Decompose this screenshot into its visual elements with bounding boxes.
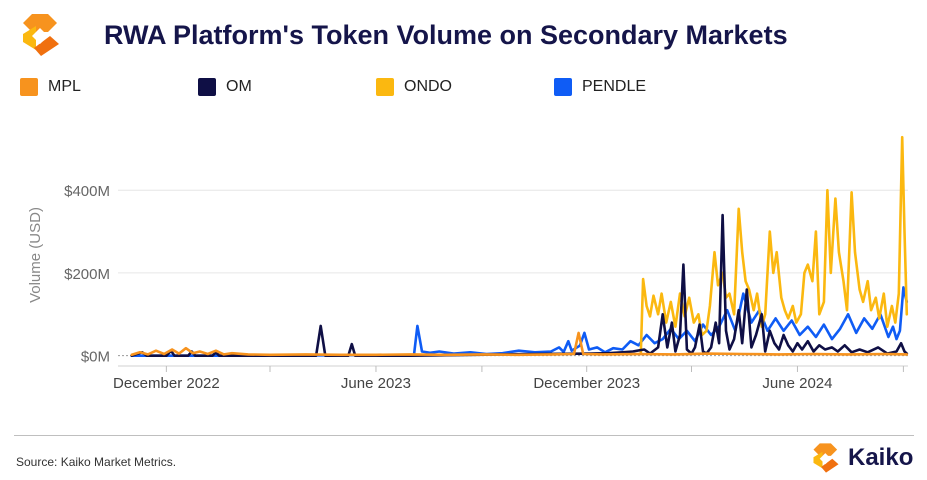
kaiko-logo-icon <box>23 14 59 56</box>
legend-item-mpl: MPL <box>20 76 81 98</box>
axes: $0M $200M $400M December 2022 June 2023 Decem… <box>27 183 908 392</box>
legend-label-mpl: MPL <box>48 78 81 95</box>
chart-title: RWA Platform's Token Volume on Secondary… <box>104 20 788 50</box>
legend-label-om: OM <box>226 78 252 95</box>
series-line-pendle <box>130 286 909 357</box>
legend-swatch-om <box>198 78 216 96</box>
legend-label-ondo: ONDO <box>404 78 452 95</box>
legend-swatch-pendle <box>554 78 572 96</box>
y-axis-title: Volume (USD) <box>27 207 44 303</box>
series-line-om <box>130 213 909 357</box>
y-tick-label: $400M <box>64 183 110 200</box>
legend-swatch-mpl <box>20 78 38 96</box>
legend-label-pendle: PENDLE <box>582 78 647 95</box>
y-tick-label: $200M <box>64 266 110 283</box>
header: RWA Platform's Token Volume on Secondary… <box>14 8 914 60</box>
source-note: Source: Kaiko Market Metrics. <box>16 455 177 469</box>
kaiko-brand-icon <box>813 443 839 473</box>
brand-mark: Kaiko <box>810 442 920 474</box>
x-tick-label: June 2023 <box>341 375 411 392</box>
legend-item-ondo: ONDO <box>376 76 452 98</box>
y-tick-label: $0M <box>81 349 110 366</box>
x-tick-label: December 2022 <box>113 375 220 392</box>
x-tick-label: June 2024 <box>762 375 832 392</box>
series-line-mpl <box>130 331 909 357</box>
legend-swatch-ondo <box>376 78 394 96</box>
gridlines <box>118 189 908 357</box>
x-tick-label: December 2023 <box>533 375 640 392</box>
footer-divider <box>14 435 914 436</box>
volume-line-chart: $0M $200M $400M December 2022 June 2023 Decem… <box>27 135 909 392</box>
legend-item-om: OM <box>198 76 252 98</box>
legend: MPL OM ONDO PENDLE <box>20 76 900 98</box>
legend-item-pendle: PENDLE <box>554 76 646 98</box>
brand-name: Kaiko <box>848 444 914 471</box>
series-lines <box>130 135 909 357</box>
